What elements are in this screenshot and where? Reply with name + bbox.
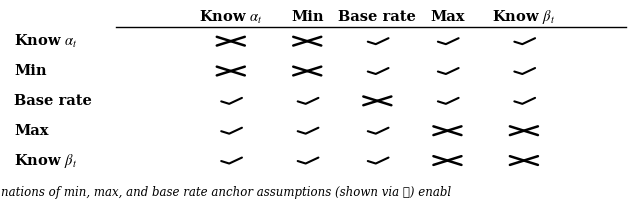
Text: Max: Max [430, 10, 465, 24]
Text: Base rate: Base rate [14, 94, 92, 108]
Text: nations of min, max, and base rate anchor assumptions (shown via ✓) enabl: nations of min, max, and base rate ancho… [1, 186, 451, 199]
Text: Know $\alpha_t$: Know $\alpha_t$ [14, 33, 78, 50]
Text: Know $\beta_t$: Know $\beta_t$ [14, 152, 77, 169]
Text: Know $\beta_t$: Know $\beta_t$ [492, 8, 556, 26]
Text: Max: Max [14, 124, 49, 138]
Text: Base rate: Base rate [339, 10, 416, 24]
Text: Min: Min [14, 64, 47, 78]
Text: Min: Min [291, 10, 323, 24]
Text: Know $\alpha_t$: Know $\alpha_t$ [199, 9, 263, 26]
